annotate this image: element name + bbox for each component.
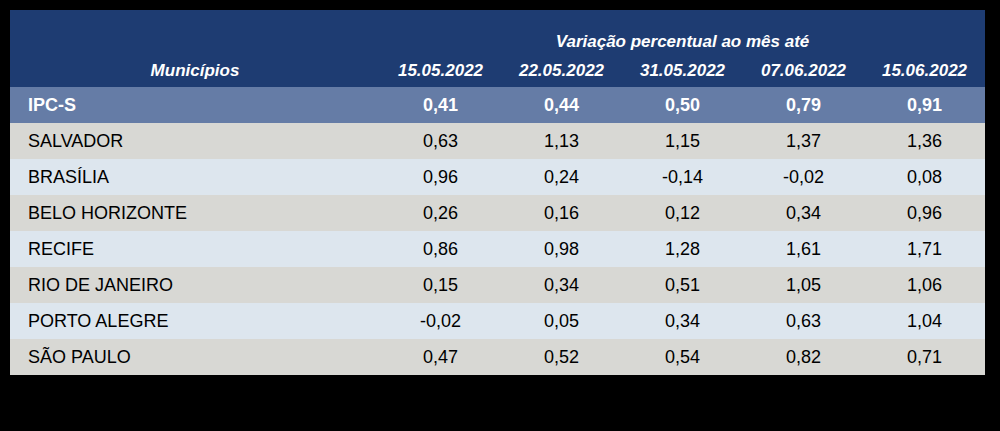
cell-value: 0,08 xyxy=(864,159,985,195)
row-label: RECIFE xyxy=(10,231,380,267)
page-background: Variação percentual ao mês até Município… xyxy=(0,0,1000,431)
column-header-municipios: Municípios xyxy=(10,54,380,87)
cell-value: 1,13 xyxy=(501,123,622,159)
cell-value: -0,14 xyxy=(622,159,743,195)
cell-value: 1,36 xyxy=(864,123,985,159)
cell-value: 0,24 xyxy=(501,159,622,195)
cell-value: 0,51 xyxy=(622,267,743,303)
cell-value: 0,96 xyxy=(380,159,501,195)
cell-value: 0,71 xyxy=(864,339,985,375)
column-header-date-1: 15.05.2022 xyxy=(380,54,501,87)
row-label: IPC-S xyxy=(10,87,380,123)
table-row-rio-de-janeiro: RIO DE JANEIRO 0,15 0,34 0,51 1,05 1,06 xyxy=(10,267,985,303)
table-row-belo-horizonte: BELO HORIZONTE 0,26 0,16 0,12 0,34 0,96 xyxy=(10,195,985,231)
cell-value: 1,05 xyxy=(743,267,864,303)
cell-value: 0,50 xyxy=(622,87,743,123)
row-label: BRASÍLIA xyxy=(10,159,380,195)
cell-value: 1,28 xyxy=(622,231,743,267)
cell-value: 0,26 xyxy=(380,195,501,231)
table-row-salvador: SALVADOR 0,63 1,13 1,15 1,37 1,36 xyxy=(10,123,985,159)
column-header-date-3: 31.05.2022 xyxy=(622,54,743,87)
row-label: RIO DE JANEIRO xyxy=(10,267,380,303)
cell-value: 0,44 xyxy=(501,87,622,123)
cell-value: 0,52 xyxy=(501,339,622,375)
table-row-brasilia: BRASÍLIA 0,96 0,24 -0,14 -0,02 0,08 xyxy=(10,159,985,195)
cell-value: -0,02 xyxy=(743,159,864,195)
table-title: Variação percentual ao mês até xyxy=(380,10,985,54)
summary-row-ipcs: IPC-S 0,41 0,44 0,50 0,79 0,91 xyxy=(10,87,985,123)
cell-value: 0,54 xyxy=(622,339,743,375)
cell-value: 0,34 xyxy=(743,195,864,231)
cell-value: 1,15 xyxy=(622,123,743,159)
column-header-date-4: 07.06.2022 xyxy=(743,54,864,87)
cell-value: 0,16 xyxy=(501,195,622,231)
row-label: SALVADOR xyxy=(10,123,380,159)
column-header-date-5: 15.06.2022 xyxy=(864,54,985,87)
cell-value: 0,98 xyxy=(501,231,622,267)
row-label: BELO HORIZONTE xyxy=(10,195,380,231)
cell-value: 0,79 xyxy=(743,87,864,123)
table-row-sao-paulo: SÃO PAULO 0,47 0,52 0,54 0,82 0,71 xyxy=(10,339,985,375)
column-header-row: Municípios 15.05.2022 22.05.2022 31.05.2… xyxy=(10,54,985,87)
cell-value: 0,86 xyxy=(380,231,501,267)
cell-value: 1,61 xyxy=(743,231,864,267)
column-header-date-2: 22.05.2022 xyxy=(501,54,622,87)
table-row-porto-alegre: PORTO ALEGRE -0,02 0,05 0,34 0,63 1,04 xyxy=(10,303,985,339)
cell-value: 1,37 xyxy=(743,123,864,159)
cell-value: 1,06 xyxy=(864,267,985,303)
cell-value: 0,91 xyxy=(864,87,985,123)
row-label: PORTO ALEGRE xyxy=(10,303,380,339)
cell-value: 1,71 xyxy=(864,231,985,267)
cell-value: 0,12 xyxy=(622,195,743,231)
cell-value: 0,63 xyxy=(743,303,864,339)
cell-value: 0,63 xyxy=(380,123,501,159)
table-title-row: Variação percentual ao mês até xyxy=(10,10,985,54)
cell-value: -0,02 xyxy=(380,303,501,339)
row-label: SÃO PAULO xyxy=(10,339,380,375)
cell-value: 0,47 xyxy=(380,339,501,375)
table-header: Variação percentual ao mês até Município… xyxy=(10,10,985,87)
cell-value: 0,34 xyxy=(622,303,743,339)
cell-value: 0,96 xyxy=(864,195,985,231)
table-row-recife: RECIFE 0,86 0,98 1,28 1,61 1,71 xyxy=(10,231,985,267)
cell-value: 1,04 xyxy=(864,303,985,339)
cell-value: 0,41 xyxy=(380,87,501,123)
cell-value: 0,34 xyxy=(501,267,622,303)
cell-value: 0,05 xyxy=(501,303,622,339)
cell-value: 0,82 xyxy=(743,339,864,375)
cell-value: 0,15 xyxy=(380,267,501,303)
ipc-s-municipalities-table: Variação percentual ao mês até Município… xyxy=(10,10,985,375)
